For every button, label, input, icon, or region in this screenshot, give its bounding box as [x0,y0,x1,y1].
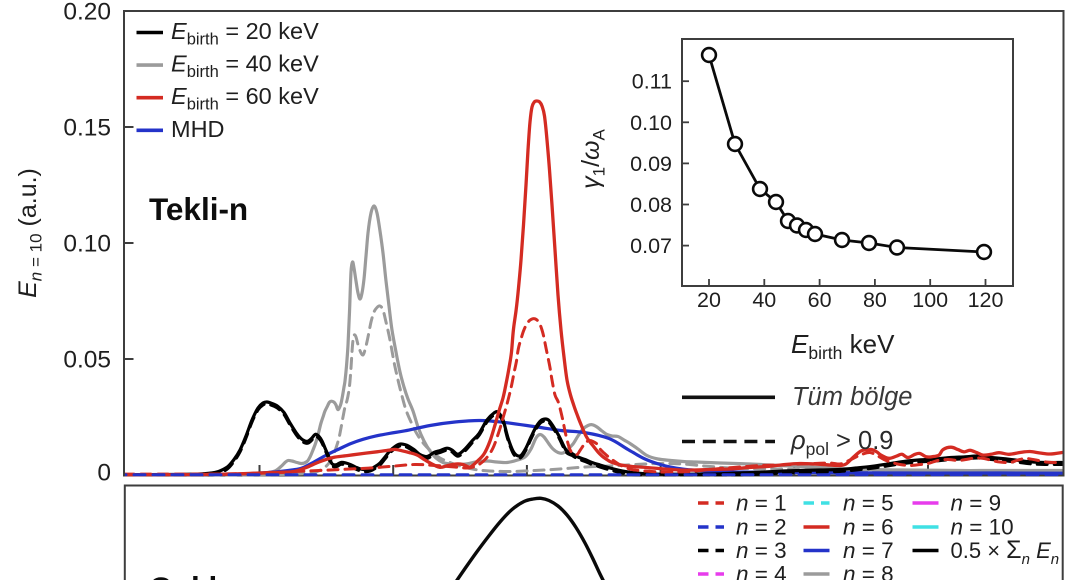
svg-text:0.05: 0.05 [63,347,111,374]
svg-text:Ebirth keV: Ebirth keV [791,329,895,363]
svg-text:0.15: 0.15 [63,115,111,142]
svg-text:120: 120 [968,288,1004,312]
svg-text:n = 9: n = 9 [951,491,1002,516]
svg-text:60: 60 [808,288,832,312]
svg-text:Ebirth = 60 keV: Ebirth = 60 keV [171,83,319,114]
svg-text:0.5 × Σn En: 0.5 × Σn En [951,536,1060,568]
svg-text:Ebirth = 40 keV: Ebirth = 40 keV [171,51,319,82]
svg-text:MHD: MHD [171,116,225,142]
svg-text:n = 1: n = 1 [736,491,787,516]
svg-text:γ1/ωA: γ1/ωA [577,128,609,188]
svg-text:0.11: 0.11 [632,70,672,94]
svg-text:100: 100 [912,288,948,312]
svg-text:ρpol > 0.9: ρpol > 0.9 [790,427,893,459]
svg-text:n = 10: n = 10 [951,515,1014,540]
svg-text:20: 20 [697,288,721,312]
svg-text:0.08: 0.08 [630,193,672,217]
svg-text:0.07: 0.07 [630,234,672,258]
svg-text:0.09: 0.09 [630,152,672,176]
svg-text:n = 8: n = 8 [843,562,894,580]
svg-text:Tüm bölge: Tüm bölge [792,383,912,411]
svg-text:0.20: 0.20 [63,0,111,26]
svg-text:Tekli-n: Tekli-n [149,191,248,227]
svg-text:40: 40 [752,288,776,312]
svg-text:Çoklu-n: Çoklu-n [149,570,266,580]
svg-text:n = 2: n = 2 [736,515,787,540]
svg-text:En = 10 (a.u.): En = 10 (a.u.) [14,168,46,298]
svg-text:n = 6: n = 6 [843,515,894,540]
svg-text:0.10: 0.10 [630,111,672,135]
svg-text:n = 5: n = 5 [843,491,894,516]
svg-text:n = 4: n = 4 [736,562,787,580]
svg-text:n = 3: n = 3 [736,538,787,563]
svg-text:0.10: 0.10 [63,231,111,258]
svg-text:Ebirth = 20 keV: Ebirth = 20 keV [171,18,319,49]
svg-text:80: 80 [863,288,887,312]
svg-text:0: 0 [97,460,111,487]
svg-text:n = 7: n = 7 [843,538,894,563]
